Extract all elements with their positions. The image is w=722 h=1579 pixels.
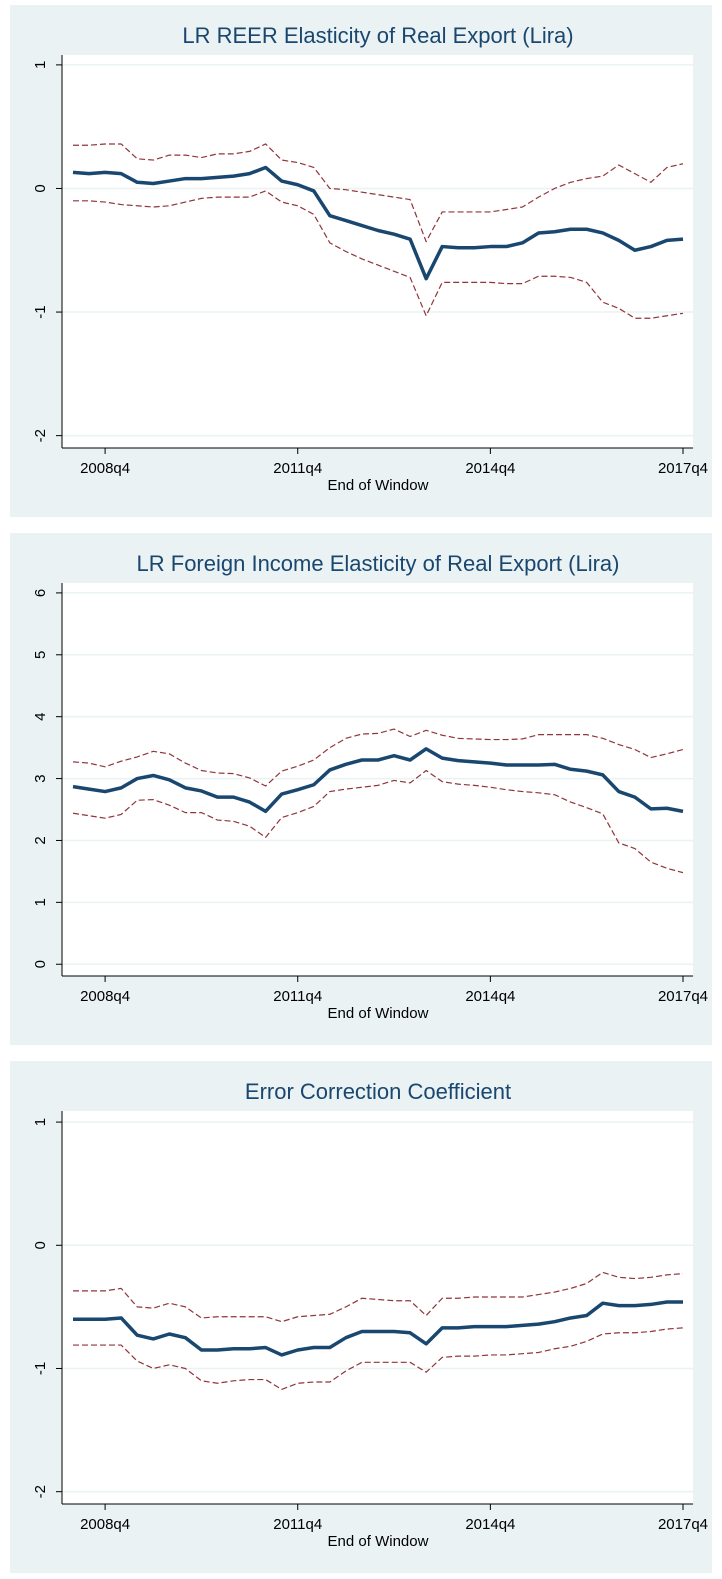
y-tick-label: 1: [32, 61, 49, 69]
y-tick-label: 3: [32, 774, 49, 782]
band-line: [73, 1327, 684, 1391]
x-axis-title: End of Window: [328, 477, 429, 494]
x-tick-label: 2011q4: [273, 988, 322, 1005]
chart-title: Error Correction Coefficient: [245, 1079, 511, 1104]
x-tick-label: 2011q4: [273, 460, 322, 477]
band-line: [72, 728, 684, 787]
x-tick-label: 2008q4: [80, 460, 130, 477]
y-tick-label: 1: [32, 1118, 49, 1126]
y-tick-label: 1: [32, 898, 49, 906]
y-tick-label: -1: [32, 305, 49, 318]
x-tick-label: 2014q4: [465, 1516, 515, 1533]
x-tick-label: 2008q4: [80, 988, 130, 1005]
y-tick-label: 0: [32, 184, 49, 192]
x-tick-label: 2017q4: [658, 1516, 708, 1533]
band-line: [72, 769, 684, 874]
estimate-line: [72, 165, 684, 281]
x-tick-label: 2014q4: [465, 988, 515, 1005]
y-tick-label: -2: [32, 1485, 49, 1498]
plot-area: [62, 55, 693, 448]
y-tick-label: 2: [32, 836, 49, 844]
estimate-line: [72, 747, 684, 814]
x-axis-title: End of Window: [328, 1533, 429, 1550]
y-tick-label: 0: [32, 1241, 49, 1249]
x-tick-label: 2017q4: [658, 460, 708, 477]
x-axis-title: End of Window: [328, 1005, 429, 1022]
y-tick-label: 6: [32, 589, 49, 597]
band-line: [73, 190, 684, 319]
plot-area: [62, 1111, 693, 1504]
y-tick-label: -1: [32, 1362, 49, 1375]
band-line: [73, 1271, 684, 1323]
x-tick-label: 2011q4: [273, 1516, 322, 1533]
x-tick-label: 2017q4: [658, 988, 708, 1005]
x-tick-label: 2008q4: [80, 1516, 130, 1533]
estimate-line: [73, 1300, 683, 1357]
band-line: [73, 143, 684, 243]
y-tick-label: 0: [32, 960, 49, 968]
y-tick-label: -2: [32, 429, 49, 442]
chart-title: LR REER Elasticity of Real Export (Lira): [182, 23, 573, 48]
y-tick-label: 5: [32, 651, 49, 659]
y-tick-label: 4: [32, 713, 49, 721]
chart-title: LR Foreign Income Elasticity of Real Exp…: [137, 551, 620, 576]
plot-area: [62, 583, 693, 976]
x-tick-label: 2014q4: [465, 460, 515, 477]
